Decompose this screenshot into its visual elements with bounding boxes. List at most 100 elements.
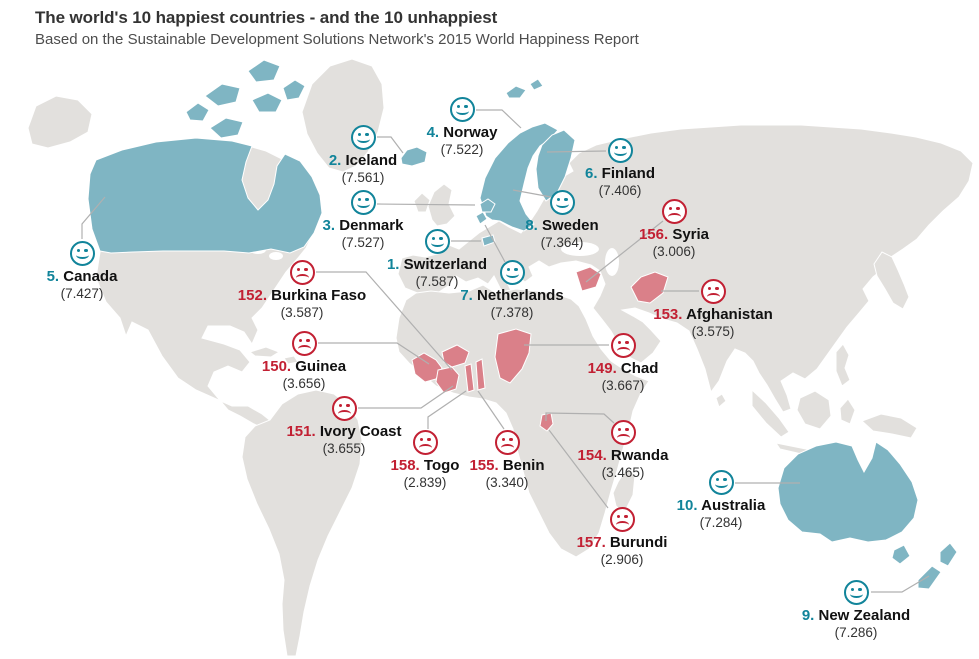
eye-dot — [346, 403, 350, 407]
smiley-face-icon — [350, 190, 376, 215]
leader-line-iceland — [377, 136, 404, 154]
country-label-afghanistan: 153. Afghanistan (3.575) — [628, 279, 798, 340]
country-score: (3.587) — [280, 305, 324, 321]
country-label-sweden: 8. Sweden (7.364) — [477, 190, 647, 251]
eye-dot — [617, 427, 621, 431]
smile-mouth — [75, 253, 89, 259]
country-rank: 153. — [653, 306, 683, 323]
eye-dot — [617, 340, 621, 344]
frown-mouth — [337, 409, 351, 417]
eye-dot — [715, 286, 719, 290]
map-borneo — [796, 390, 832, 430]
map-tasmania — [891, 544, 911, 565]
eye-dot — [296, 267, 300, 271]
country-rank: 156. — [638, 226, 669, 243]
leader-line-togo — [427, 390, 467, 429]
map-benin — [475, 358, 486, 391]
eye-dot — [84, 248, 88, 252]
country-score: (7.286) — [834, 625, 878, 641]
map-cuba — [248, 346, 281, 358]
frown-mouth — [615, 520, 629, 528]
map-australia — [777, 441, 919, 543]
country-label-norway: 4. Norway (7.522) — [377, 97, 547, 158]
eye-dot — [298, 338, 302, 342]
smile-mouth — [430, 241, 444, 247]
smiley-face-icon — [69, 241, 95, 266]
eye-dot — [304, 267, 308, 271]
country-label-australia: 10. Australia (7.284) — [636, 470, 806, 531]
country-rank: 8. — [525, 217, 538, 234]
country-score: (7.364) — [540, 235, 584, 251]
smile-mouth — [356, 137, 370, 143]
map-norway-sweden — [479, 122, 559, 232]
smile-mouth — [455, 109, 469, 115]
leader-line-new-zealand — [871, 575, 930, 593]
country-rank-name: 6. Finland — [584, 165, 655, 182]
country-rank: 6. — [584, 165, 598, 182]
country-rank: 157. — [576, 534, 606, 551]
country-rank-name: 152. Burkina Faso — [237, 287, 367, 304]
sad-face-icon — [700, 279, 726, 304]
country-score: (3.656) — [282, 376, 326, 392]
map-canada — [87, 137, 323, 254]
eye-dot — [501, 437, 505, 441]
eye-dot — [624, 514, 628, 518]
smiley-face-icon — [607, 138, 633, 163]
sad-face-icon — [412, 430, 438, 455]
eye-dot — [723, 477, 727, 481]
eye-dot — [625, 427, 629, 431]
eye-dot — [456, 104, 460, 108]
country-rank: 7. — [460, 287, 473, 304]
country-rank: 10. — [676, 497, 698, 514]
country-score: (2.839) — [403, 475, 447, 491]
country-rank: 4. — [426, 124, 440, 141]
country-label-syria: 156. Syria (3.006) — [589, 199, 759, 260]
country-rank: 1. — [386, 256, 400, 273]
sad-face-icon — [610, 333, 636, 358]
country-score: (7.561) — [341, 170, 385, 186]
eye-dot — [76, 248, 80, 252]
eye-dot — [365, 197, 369, 201]
country-rank: 151. — [286, 423, 316, 440]
map-sri-lanka — [715, 393, 727, 408]
smile-mouth — [849, 592, 863, 598]
country-label-ivory-coast: 151. Ivory Coast (3.655) — [259, 396, 429, 457]
sad-face-icon — [289, 260, 315, 285]
country-rank-name: 3. Denmark — [322, 217, 404, 234]
frown-mouth — [418, 443, 432, 451]
eye-dot — [715, 477, 719, 481]
header: The world's 10 happiest countries - and … — [35, 8, 639, 48]
leader-line-norway — [476, 109, 522, 129]
country-score: (7.427) — [60, 286, 104, 302]
eye-dot — [614, 145, 618, 149]
map-alaska — [27, 95, 93, 149]
country-rank: 9. — [801, 607, 815, 624]
country-label-benin: 155. Benin (3.340) — [422, 430, 592, 491]
country-rank-name: 151. Ivory Coast — [286, 423, 402, 440]
country-score: (3.340) — [485, 475, 529, 491]
eye-dot — [616, 514, 620, 518]
smile-mouth — [714, 482, 728, 488]
eye-dot — [431, 236, 435, 240]
country-label-togo: 158. Togo (2.839) — [340, 430, 510, 491]
country-score: (7.587) — [415, 274, 459, 290]
map-new-guinea — [861, 413, 918, 439]
country-rank: 2. — [328, 152, 342, 169]
country-rank-name: 153. Afghanistan — [653, 306, 773, 323]
map-hispaniola — [283, 355, 299, 365]
country-label-chad: 149. Chad (3.667) — [538, 333, 708, 394]
country-rank-name: 157. Burundi — [576, 534, 668, 551]
country-rank-name: 158. Togo — [390, 457, 460, 474]
sad-face-icon — [494, 430, 520, 455]
smile-mouth — [613, 150, 627, 156]
map-burkina-faso — [441, 344, 470, 368]
map-canada-arctic-islands — [185, 59, 306, 139]
map-afghanistan — [630, 271, 669, 304]
country-score: (3.655) — [322, 441, 366, 457]
map-chad — [494, 328, 532, 384]
frown-mouth — [297, 344, 311, 352]
country-score: (2.906) — [600, 552, 644, 568]
map-eurasia — [397, 124, 974, 413]
eye-dot — [464, 104, 468, 108]
